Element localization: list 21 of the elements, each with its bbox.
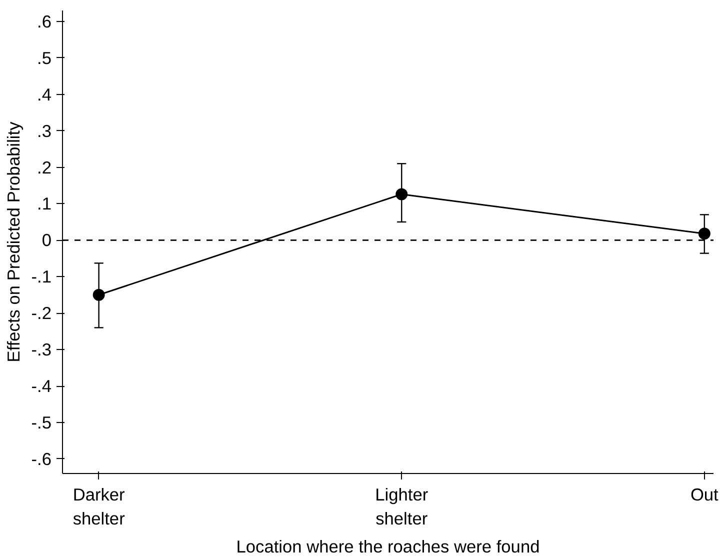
y-axis-title: Effects on Predicted Probability xyxy=(3,121,24,362)
y-tick-label: -.4 xyxy=(31,376,52,396)
y-tick-label: -.5 xyxy=(31,412,52,432)
y-tick-label: -.1 xyxy=(31,266,52,287)
y-tick-label: .6 xyxy=(37,11,52,32)
y-tick-label: .4 xyxy=(37,84,52,104)
y-tick-label: -.6 xyxy=(31,448,52,469)
point xyxy=(698,228,710,240)
y-tick-label: .2 xyxy=(37,157,52,178)
y-tick-label: .3 xyxy=(37,120,52,141)
point xyxy=(396,188,408,200)
point xyxy=(92,288,105,301)
y-tick-label: .5 xyxy=(37,48,52,68)
x-tick-label: Lighter shelter xyxy=(375,484,428,528)
y-tick-label: .1 xyxy=(37,194,52,214)
x-tick-label: Out xyxy=(690,484,719,504)
x-axis-title: Location where the roaches were found xyxy=(236,536,540,556)
y-tick-label: -.2 xyxy=(31,303,52,324)
y-tick-label: 0 xyxy=(42,230,52,250)
y-tick-label: -.3 xyxy=(31,340,52,360)
x-tick-label: Darker shelter xyxy=(72,484,126,528)
